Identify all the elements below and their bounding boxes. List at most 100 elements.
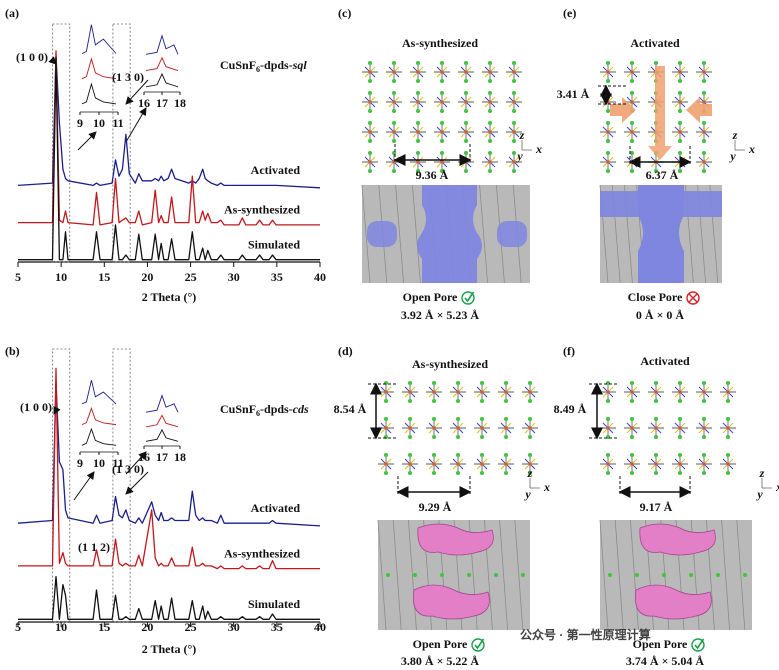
atom: [480, 471, 484, 475]
atom: [432, 381, 436, 385]
inset-curve-sketch: [145, 414, 179, 428]
pore-surface: [417, 185, 482, 283]
atom: [408, 390, 412, 394]
pore-size: 0 Å × 0 Å: [636, 308, 685, 322]
atom: [606, 79, 610, 83]
atom: [456, 426, 460, 430]
pointer-arrow: [125, 107, 147, 143]
atom: [480, 435, 484, 439]
atom: [368, 130, 372, 134]
atom: [488, 100, 492, 104]
inset-curve-sketch: [81, 406, 117, 426]
xrd-line: [18, 367, 320, 570]
atom: [480, 417, 484, 421]
panel-label: (e): [563, 6, 576, 20]
series-label: As-synthesized: [224, 203, 300, 217]
x-axis-label: 2 Theta (°): [142, 642, 197, 656]
orientation-label: z: [732, 128, 738, 142]
atom: [488, 121, 492, 125]
x-tick-label: 15: [98, 270, 110, 284]
sample-name-italic: sql: [292, 58, 308, 72]
inset-curve-sketch: [145, 72, 179, 88]
peak-annotation: (1 3 0): [112, 70, 144, 84]
atom: [528, 453, 532, 457]
panel-label: (a): [5, 6, 19, 20]
orientation-label: x: [543, 480, 550, 494]
atom: [392, 91, 396, 95]
atom: [456, 399, 460, 403]
atom: [528, 381, 532, 385]
atom: [464, 160, 468, 164]
atom: [654, 381, 658, 385]
atom: [630, 426, 634, 430]
atom: [408, 381, 412, 385]
pore-state: Open Pore: [403, 290, 458, 304]
atom: [528, 471, 532, 475]
atom: [678, 471, 682, 475]
atom: [678, 79, 682, 83]
atom: [630, 390, 634, 394]
atom: [440, 139, 444, 143]
panel-title: As-synthesized: [412, 357, 488, 371]
surface-texture: [408, 519, 417, 631]
atom: [464, 100, 468, 104]
atom: [630, 399, 634, 403]
inset-tick-label: 9: [77, 456, 83, 470]
structure-panel: (c) As-synthesized 9.36 Å zy x Open Pore 3.92 …: [338, 6, 542, 322]
atom: [440, 169, 444, 173]
sample-name: CuSnF6-dpds-cds: [220, 402, 309, 418]
atom: [440, 130, 444, 134]
atom: [440, 61, 444, 65]
x-tick-label: 5: [15, 270, 21, 284]
atom: [702, 462, 706, 466]
atom: [630, 151, 634, 155]
atom: [467, 573, 471, 577]
atom: [678, 169, 682, 173]
annotation-arrow: [53, 405, 61, 415]
atom: [392, 79, 396, 83]
atom: [386, 573, 390, 577]
zoom-region: [52, 23, 71, 263]
dimension-label: 6.37 Å: [646, 168, 679, 182]
atom: [630, 100, 634, 104]
atom: [608, 573, 612, 577]
atom: [464, 121, 468, 125]
orientation-label: y: [523, 487, 531, 501]
atom: [384, 453, 388, 457]
atom: [494, 573, 498, 577]
atom: [440, 70, 444, 74]
atom: [464, 91, 468, 95]
atom: [504, 390, 508, 394]
atom: [630, 91, 634, 95]
atom: [488, 160, 492, 164]
atom: [678, 139, 682, 143]
atom: [654, 471, 658, 475]
atom: [702, 160, 706, 164]
orientation-label: y: [755, 487, 763, 501]
atom: [392, 109, 396, 113]
surface-texture: [479, 184, 488, 284]
atom: [521, 573, 525, 577]
annotation-arrow: [125, 79, 149, 105]
x-tick-label: 30: [228, 620, 240, 634]
x-tick-label: 40: [314, 620, 326, 634]
atom: [702, 453, 706, 457]
atom: [368, 160, 372, 164]
atom: [630, 79, 634, 83]
atom: [488, 61, 492, 65]
inset-curve-sketch: [81, 82, 117, 105]
pore-icon: [694, 638, 705, 650]
pore-surface: [600, 191, 722, 217]
atom: [408, 462, 412, 466]
atom: [630, 139, 634, 143]
atom: [702, 79, 706, 83]
atom: [416, 139, 420, 143]
atom: [528, 435, 532, 439]
x-tick-label: 10: [55, 620, 67, 634]
inset-curve-sketch: [145, 56, 179, 71]
pore-icon: [471, 638, 485, 652]
atom: [726, 417, 730, 421]
atom: [440, 573, 444, 577]
inset-tick-label: 11: [112, 116, 123, 130]
